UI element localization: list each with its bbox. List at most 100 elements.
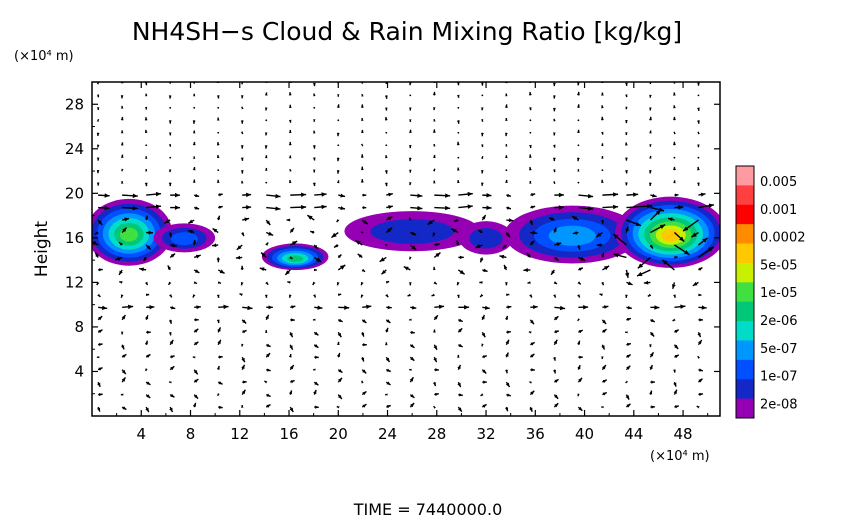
wind-arrow xyxy=(602,391,608,396)
wind-arrow xyxy=(336,104,340,108)
wind-arrow xyxy=(122,193,138,199)
wind-arrow xyxy=(625,294,628,298)
wind-arrow xyxy=(650,193,657,198)
wind-arrow xyxy=(529,107,532,111)
wind-arrow xyxy=(336,281,340,286)
wind-arrow xyxy=(192,294,196,298)
wind-dot xyxy=(601,169,604,172)
wind-arrow xyxy=(602,204,619,210)
wind-arrow xyxy=(313,119,316,122)
wind-arrow xyxy=(506,305,512,309)
wind-arrow xyxy=(577,82,580,86)
x-tick-label: 44 xyxy=(624,425,643,443)
wind-arrow xyxy=(216,393,220,397)
wind-arrow xyxy=(408,129,412,133)
wind-arrow xyxy=(337,394,343,400)
wind-arrow xyxy=(337,94,340,97)
wind-arrow xyxy=(433,344,438,351)
wind-arrow xyxy=(457,327,463,333)
wind-arrow xyxy=(458,318,463,323)
wind-arrow xyxy=(457,179,460,184)
wind-dot xyxy=(457,106,460,109)
wind-arrow xyxy=(139,267,147,272)
wind-arrow xyxy=(553,281,558,285)
wind-arrow xyxy=(552,95,556,99)
wind-arrow xyxy=(626,219,642,227)
wind-arrow xyxy=(145,93,148,97)
wind-dot xyxy=(505,169,508,172)
wind-arrow xyxy=(409,82,412,86)
wind-arrow xyxy=(146,204,162,209)
wind-dot xyxy=(697,156,700,159)
wind-arrow xyxy=(241,180,244,184)
wind-arrow xyxy=(650,305,660,310)
wind-arrow xyxy=(481,314,486,321)
wind-arrow xyxy=(122,205,138,211)
wind-arrow xyxy=(407,293,411,297)
wind-arrow xyxy=(337,331,342,338)
wind-dot xyxy=(217,131,220,134)
wind-arrow xyxy=(120,130,124,134)
colorbar-swatch xyxy=(736,379,754,400)
wind-arrow xyxy=(290,318,295,322)
wind-arrow xyxy=(265,330,268,333)
wind-arrow xyxy=(602,192,619,197)
wind-arrow xyxy=(385,327,389,333)
wind-arrow xyxy=(601,179,604,183)
wind-arrow xyxy=(289,364,295,371)
wind-arrow xyxy=(98,305,108,311)
wind-arrow xyxy=(613,253,627,259)
wind-arrow xyxy=(360,294,364,298)
wind-arrow xyxy=(529,319,535,325)
wind-arrow xyxy=(337,264,346,271)
wind-arrow xyxy=(577,281,582,285)
wind-arrow xyxy=(386,205,393,209)
wind-arrow xyxy=(626,354,632,359)
wind-arrow xyxy=(193,378,199,383)
wind-arrow xyxy=(698,318,703,322)
chart-title: NH4SH−s Cloud & Rain Mixing Ratio [kg/kg… xyxy=(132,17,682,46)
wind-arrow xyxy=(288,119,292,123)
wind-arrow xyxy=(554,205,564,210)
wind-arrow xyxy=(385,381,391,386)
wind-arrow xyxy=(697,82,700,86)
wind-dot xyxy=(193,106,196,109)
wind-arrow xyxy=(505,179,508,184)
wind-dot xyxy=(217,106,220,109)
wind-arrow xyxy=(264,155,268,159)
wind-arrow xyxy=(120,393,124,396)
wind-arrow xyxy=(482,305,490,310)
wind-arrow xyxy=(384,170,388,174)
wind-arrow xyxy=(193,254,201,259)
wind-arrow xyxy=(385,155,388,159)
wind-arrow xyxy=(458,255,464,260)
wind-arrow xyxy=(458,191,473,197)
wind-arrow xyxy=(673,232,685,243)
wind-arrow xyxy=(217,269,225,274)
wind-arrow xyxy=(482,268,488,273)
wind-arrow xyxy=(97,381,101,388)
wind-arrow xyxy=(601,344,606,350)
wind-arrow xyxy=(313,368,316,371)
wind-arrow xyxy=(409,244,417,251)
wind-arrow xyxy=(673,105,676,109)
wind-arrow xyxy=(408,145,412,149)
wind-arrow xyxy=(432,154,436,159)
colorbar-label: 0.005 xyxy=(760,175,797,190)
wind-arrow xyxy=(578,256,586,262)
x-tick-label: 20 xyxy=(329,425,348,443)
wind-arrow xyxy=(481,331,486,338)
wind-arrow xyxy=(265,403,271,408)
wind-arrow xyxy=(649,94,652,98)
wind-arrow xyxy=(169,365,175,371)
wind-arrow xyxy=(602,379,608,384)
wind-arrow xyxy=(578,267,584,271)
wind-arrow xyxy=(288,294,292,298)
wind-arrow xyxy=(217,381,223,385)
wind-arrow xyxy=(168,381,172,384)
wind-arrow xyxy=(362,304,372,310)
wind-arrow xyxy=(505,339,510,346)
wind-arrow xyxy=(337,369,343,374)
wind-arrow xyxy=(667,217,675,222)
wind-arrow xyxy=(264,294,268,298)
